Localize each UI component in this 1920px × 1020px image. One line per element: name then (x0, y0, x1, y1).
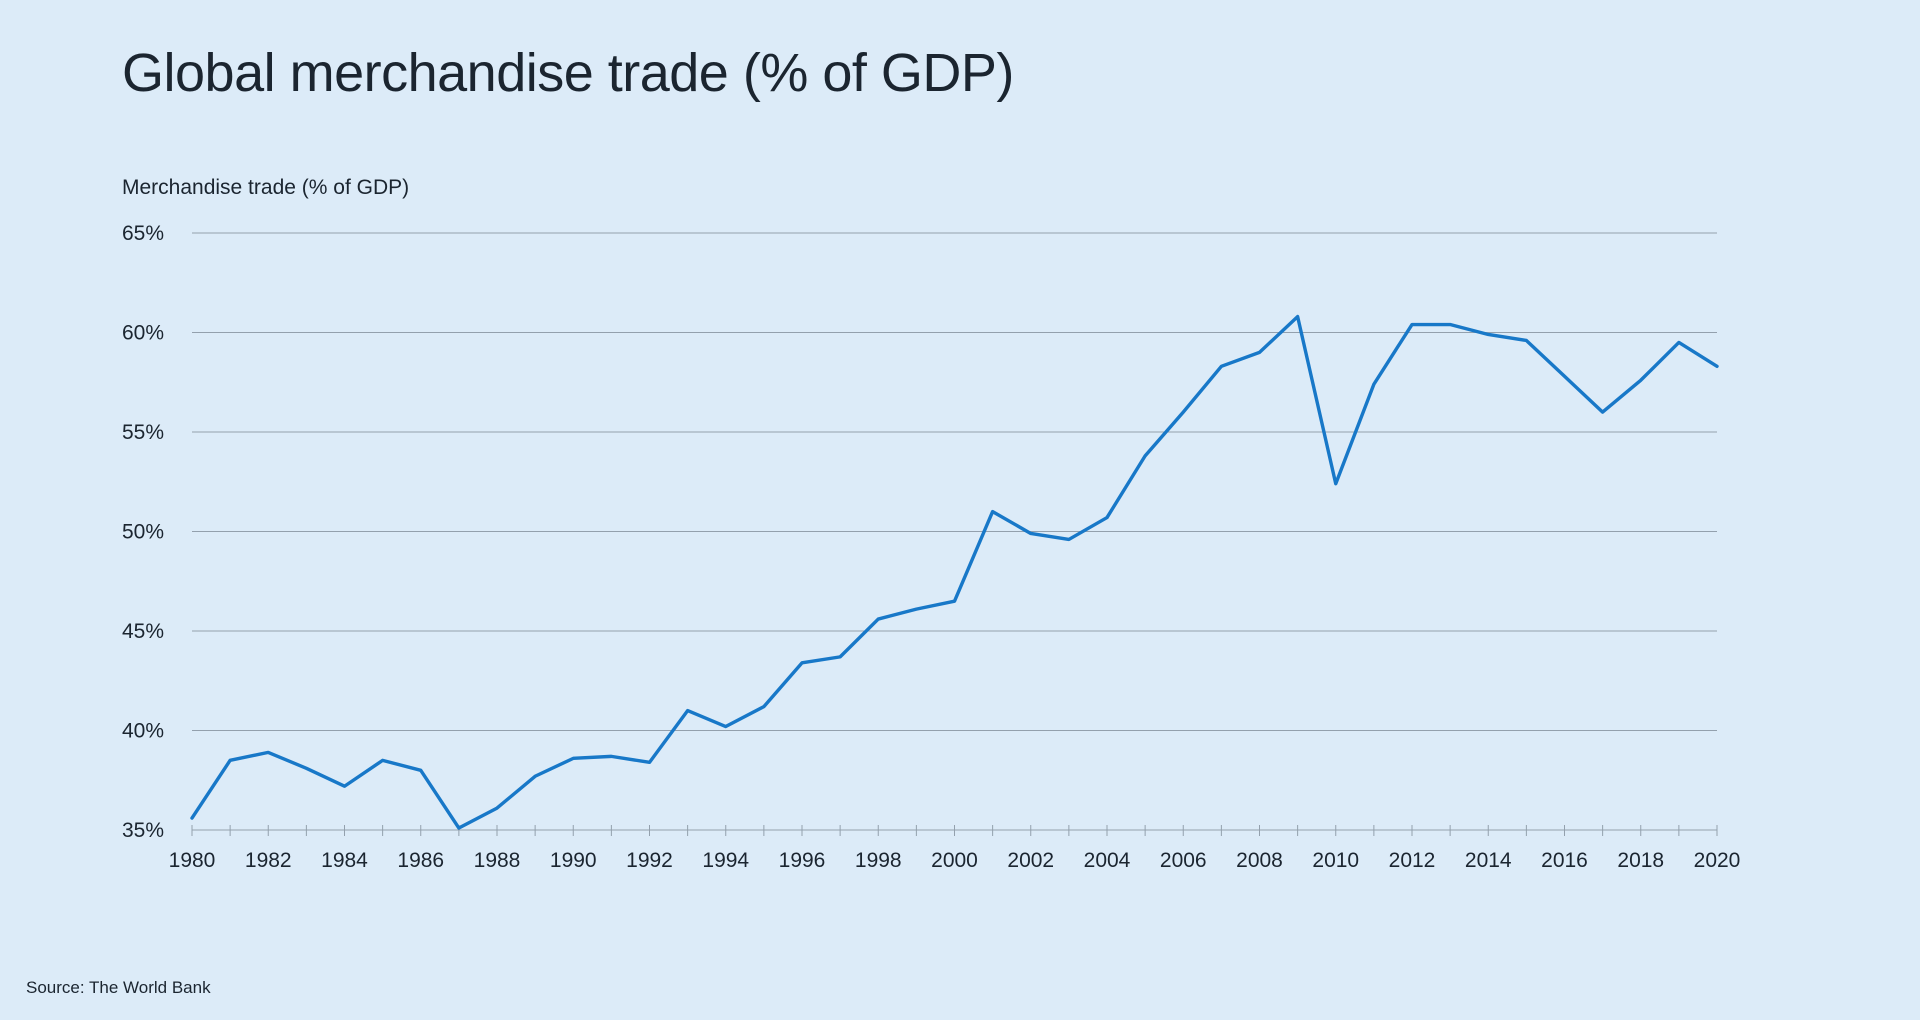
x-axis-tick-label: 1980 (169, 849, 216, 872)
x-axis-tick-label: 1982 (245, 849, 292, 872)
y-axis-tick-label: 50% (122, 521, 164, 544)
y-axis-tick-label: 55% (122, 421, 164, 444)
x-axis-tick-label: 2018 (1617, 849, 1664, 872)
y-axis-tick-label: 40% (122, 720, 164, 743)
x-axis-tick-label: 2010 (1312, 849, 1359, 872)
x-axis-tick-label: 2016 (1541, 849, 1588, 872)
x-axis-tick-label: 1990 (550, 849, 597, 872)
y-axis-tick-label: 60% (122, 322, 164, 345)
x-axis-tick-label: 2002 (1007, 849, 1054, 872)
x-axis-tick-label: 2012 (1389, 849, 1436, 872)
y-axis-tick-label: 35% (122, 819, 164, 842)
x-axis-tick-label: 2006 (1160, 849, 1207, 872)
x-axis-tick-label: 1984 (321, 849, 368, 872)
x-axis-tick-label: 2008 (1236, 849, 1283, 872)
y-axis-tick-label: 65% (122, 222, 164, 245)
x-axis-tick-label: 1992 (626, 849, 673, 872)
y-axis-tick-label: 45% (122, 620, 164, 643)
source-note: Source: The World Bank (26, 978, 211, 997)
chart-subtitle: Merchandise trade (% of GDP) (122, 176, 410, 199)
x-axis-tick-label: 1996 (779, 849, 826, 872)
x-axis-tick-label: 2000 (931, 849, 978, 872)
x-axis-tick-label: 1988 (474, 849, 521, 872)
x-axis-tick-label: 2014 (1465, 849, 1512, 872)
x-axis-tick-label: 1998 (855, 849, 902, 872)
x-axis-tick-label: 2020 (1694, 849, 1741, 872)
x-axis-tick-label: 1994 (702, 849, 749, 872)
x-axis-tick-label: 1986 (397, 849, 444, 872)
trend-line (190, 314, 1719, 830)
x-axis-tick-label: 2004 (1084, 849, 1131, 872)
chart-title: Global merchandise trade (% of GDP) (122, 43, 1014, 103)
